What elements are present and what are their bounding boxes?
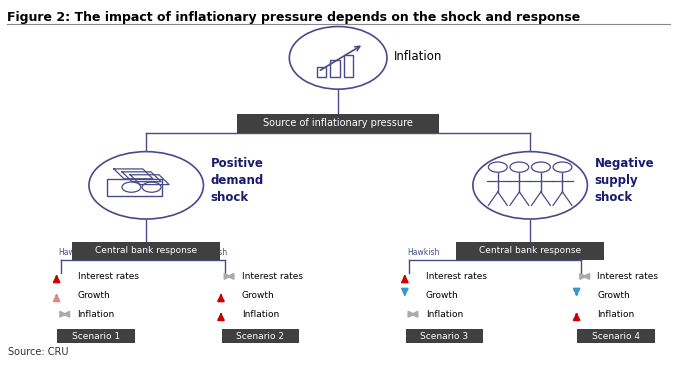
Text: Central bank response: Central bank response	[479, 246, 581, 255]
Text: Scenario 4: Scenario 4	[592, 332, 640, 341]
Text: Negative
supply
shock: Negative supply shock	[595, 157, 655, 204]
Text: Interest rates: Interest rates	[77, 272, 139, 281]
Text: Inflation: Inflation	[77, 310, 114, 319]
FancyBboxPatch shape	[406, 329, 483, 344]
Text: Central bank response: Central bank response	[95, 246, 197, 255]
Text: Growth: Growth	[77, 291, 110, 300]
Text: Inflation: Inflation	[242, 310, 279, 319]
Text: Figure 2: The impact of inflationary pressure depends on the shock and response: Figure 2: The impact of inflationary pre…	[7, 11, 580, 24]
Circle shape	[531, 162, 550, 172]
Circle shape	[488, 162, 507, 172]
FancyBboxPatch shape	[577, 329, 655, 344]
Text: Growth: Growth	[426, 291, 458, 300]
Text: Scenario 2: Scenario 2	[236, 332, 284, 341]
Text: Growth: Growth	[242, 291, 275, 300]
Text: Dovish: Dovish	[556, 248, 583, 257]
Text: Interest rates: Interest rates	[426, 272, 487, 281]
Text: Scenario 1: Scenario 1	[72, 332, 120, 341]
Text: Inflation: Inflation	[426, 310, 463, 319]
Text: Scenario 3: Scenario 3	[420, 332, 468, 341]
Ellipse shape	[473, 152, 588, 219]
Text: Hawkish: Hawkish	[59, 248, 91, 257]
Text: Source: CRU: Source: CRU	[8, 346, 68, 356]
Text: Inflation: Inflation	[598, 310, 635, 319]
Bar	[317, 66, 326, 77]
Text: Source of inflationary pressure: Source of inflationary pressure	[263, 119, 413, 128]
Ellipse shape	[89, 152, 204, 219]
Bar	[330, 61, 340, 77]
Text: Growth: Growth	[598, 291, 630, 300]
Text: Interest rates: Interest rates	[598, 272, 659, 281]
Circle shape	[553, 162, 572, 172]
Bar	[343, 55, 353, 77]
Text: Positive
demand
shock: Positive demand shock	[211, 157, 264, 204]
Ellipse shape	[289, 26, 387, 89]
Bar	[107, 179, 162, 196]
Circle shape	[510, 162, 529, 172]
Text: Hawkish: Hawkish	[407, 248, 439, 257]
FancyBboxPatch shape	[72, 242, 220, 259]
Circle shape	[122, 182, 141, 192]
Text: Interest rates: Interest rates	[242, 272, 303, 281]
FancyBboxPatch shape	[221, 329, 299, 344]
FancyBboxPatch shape	[237, 114, 439, 132]
FancyBboxPatch shape	[58, 329, 135, 344]
Circle shape	[142, 182, 161, 192]
Text: Inflation: Inflation	[393, 50, 442, 62]
FancyBboxPatch shape	[456, 242, 605, 259]
Text: Dovish: Dovish	[201, 248, 227, 257]
